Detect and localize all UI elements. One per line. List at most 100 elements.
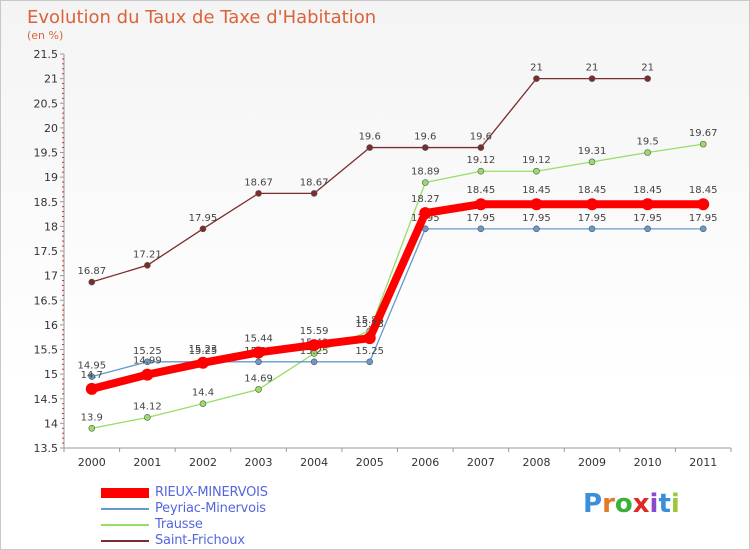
data-point-peyriac-minervois [477,225,485,233]
data-label-saint-frichoux: 18.67 [244,177,273,188]
y-tick-label: 13.5 [34,442,59,455]
data-point-rieux-minervois [474,198,487,211]
y-tick-label: 17.5 [34,245,59,258]
line-chart: 13.5 14 14.5 15 15.5 16 16.5 17 17.5 18 18.5 19 19.5… [34,48,732,469]
y-tick-label: 20 [44,122,58,135]
legend-item-trausse: Trausse [101,517,361,533]
series-line-peyriac-minervois [91,228,704,378]
data-label-rieux-minervois: 18.45 [467,185,496,196]
data-label-trausse: 13.9 [81,412,103,423]
y-tick-label: 19 [44,171,58,184]
data-label-saint-frichoux: 21 [641,63,654,74]
data-point-saint-frichoux [533,75,540,82]
legend-item-rieux-minervois: RIEUX-MINERVOIS [101,485,361,501]
logo-letter: r [602,489,615,519]
data-label-rieux-minervois: 15.73 [355,319,384,330]
legend-swatch-peyriac-minervois [101,508,149,510]
data-point-trausse [588,158,596,166]
legend-item-saint-frichoux: Saint-Frichoux [101,533,361,549]
logo-letter: P [583,489,603,519]
data-point-peyriac-minervois [310,358,318,366]
data-label-rieux-minervois: 15.23 [189,344,218,355]
data-label-rieux-minervois: 18.45 [578,185,607,196]
data-label-trausse: 19.31 [578,146,607,157]
data-label-peyriac-minervois: 15.25 [355,346,384,357]
x-tick-label: 2010 [634,456,662,469]
data-point-saint-frichoux [88,278,96,286]
x-tick-label: 2007 [467,456,495,469]
legend-label-rieux-minervois: RIEUX-MINERVOIS [155,485,268,500]
data-point-rieux-minervois [252,346,265,359]
y-tick-label: 15.5 [34,344,59,357]
data-label-rieux-minervois: 15.44 [244,333,273,344]
legend-label-saint-frichoux: Saint-Frichoux [155,533,245,548]
x-tick-label: 2001 [133,456,161,469]
series-line-trausse [91,143,704,429]
data-label-trausse: 14.4 [192,388,214,399]
data-point-trausse [88,424,96,432]
logo-letter: i [670,489,680,519]
chart-legend: RIEUX-MINERVOIS Peyriac-Minervois Trauss… [101,485,361,549]
data-label-rieux-minervois: 14.99 [133,356,162,367]
data-label-trausse: 19.12 [467,155,496,166]
data-point-saint-frichoux [477,144,485,151]
data-point-saint-frichoux [421,144,429,151]
data-point-saint-frichoux [588,75,596,82]
data-label-saint-frichoux: 21 [586,63,599,74]
data-label-trausse: 14.12 [133,401,162,412]
data-point-rieux-minervois [419,207,432,220]
data-label-peyriac-minervois: 15.25 [300,346,329,357]
logo-letter: o [614,489,633,519]
data-point-peyriac-minervois [644,225,651,233]
data-point-rieux-minervois [308,339,321,352]
data-point-trausse [477,167,485,175]
data-label-saint-frichoux: 19.6 [359,132,381,143]
data-label-trausse: 19.5 [636,137,658,148]
data-label-peyriac-minervois: 17.95 [578,213,607,224]
data-point-saint-frichoux [310,190,318,197]
proxiti-logo: Proxiti [583,489,680,519]
data-label-peyriac-minervois: 17.95 [633,213,662,224]
data-label-trausse: 14.69 [244,373,273,384]
data-label-rieux-minervois: 15.59 [300,326,329,337]
y-tick-label: 16 [44,319,58,332]
logo-letter: t [658,489,671,519]
data-label-saint-frichoux: 19.6 [414,132,436,143]
y-tick-label: 14 [44,417,58,430]
data-point-trausse [644,149,651,156]
data-point-saint-frichoux [144,261,151,269]
data-label-rieux-minervois: 18.45 [689,185,718,196]
data-point-trausse [533,167,540,175]
data-point-rieux-minervois [586,198,599,211]
data-point-rieux-minervois [530,198,543,211]
data-point-rieux-minervois [641,198,654,211]
data-label-saint-frichoux: 17.95 [189,213,218,224]
legend-swatch-rieux-minervois [101,488,149,498]
y-tick-label: 15 [44,368,58,381]
x-tick-label: 2011 [689,456,717,469]
data-label-saint-frichoux: 16.87 [77,266,106,277]
data-point-rieux-minervois [141,368,154,381]
data-point-peyriac-minervois [699,225,707,233]
x-tick-label: 2003 [245,456,273,469]
data-label-rieux-minervois: 18.45 [522,185,551,196]
y-tick-label: 21.5 [34,48,59,61]
x-tick-label: 2004 [300,456,328,469]
data-point-trausse [421,179,429,186]
data-label-trausse: 15.88 [355,315,384,326]
data-point-trausse [144,414,151,421]
data-label-peyriac-minervois: 15.25 [133,346,162,357]
data-label-saint-frichoux: 18.67 [300,177,329,188]
data-point-peyriac-minervois [588,225,596,233]
data-point-saint-frichoux [366,144,374,151]
data-point-rieux-minervois [363,332,376,345]
data-point-peyriac-minervois [533,225,540,233]
y-tick-label: 20.5 [34,97,59,110]
data-point-trausse [699,140,707,148]
data-point-trausse [199,400,207,407]
series-line-saint-frichoux [91,77,649,283]
data-point-rieux-minervois [697,198,710,211]
data-point-trausse [255,386,262,393]
x-tick-label: 2000 [78,456,106,469]
